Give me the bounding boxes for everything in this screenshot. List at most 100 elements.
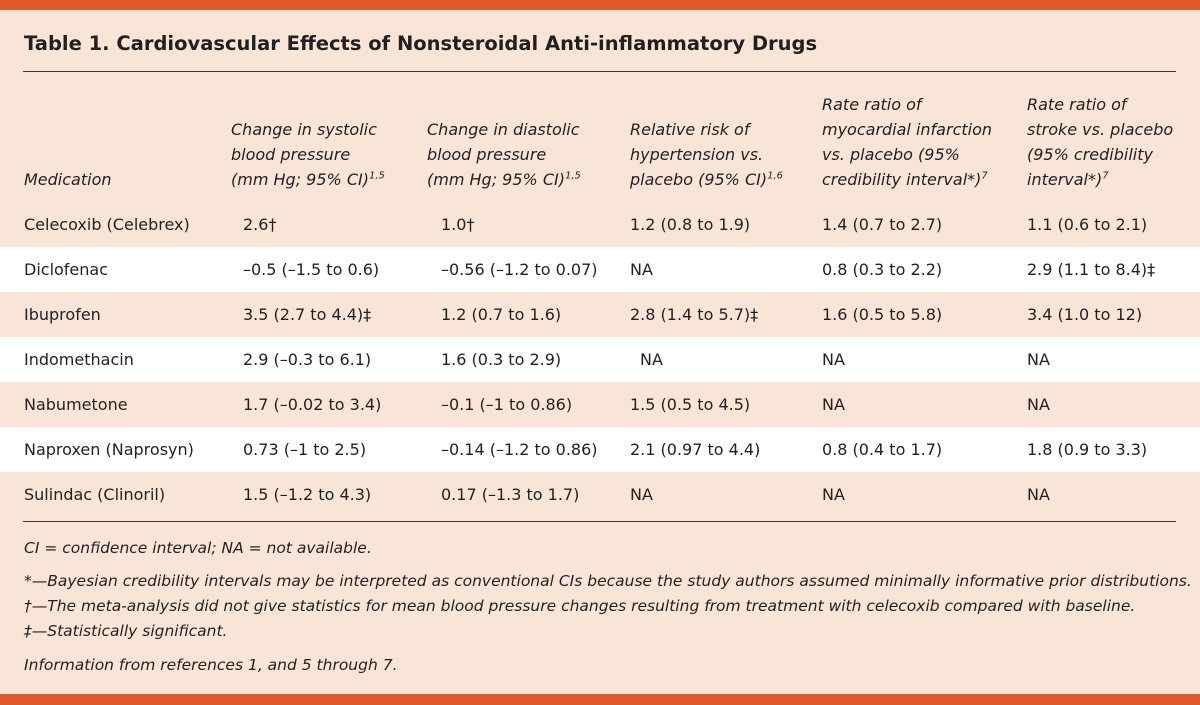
medication-name-cell: Nabumetone <box>24 395 128 414</box>
header-line: placebo (95% CI)1,6 <box>630 167 783 192</box>
table-row: Ibuprofen 3.5 (2.7 to 4.4)‡ 1.2 (0.7 to 1.… <box>0 292 1200 337</box>
header-line: (mm Hg; 95% CI)1,5 <box>427 167 581 192</box>
table-cell: NA <box>630 485 653 504</box>
table-cell: 1.8 (0.9 to 3.3) <box>1027 440 1148 459</box>
table-cell: 1.4 (0.7 to 2.7) <box>822 215 943 234</box>
header-reference-superscript: 1,5 <box>564 170 581 182</box>
table-cell: 0.8 (0.4 to 1.7) <box>822 440 943 459</box>
header-mi-rate-ratio: Rate ratio of myocardial infarction vs. pl… <box>822 92 992 192</box>
table-cell: 1.0† <box>441 215 475 234</box>
footnote-source: Information from references 1, and 5 thr… <box>24 656 398 674</box>
bottom-accent-bar <box>0 694 1200 705</box>
header-line: hypertension vs. <box>630 142 783 167</box>
table-cell: 1.5 (–1.2 to 4.3) <box>243 485 372 504</box>
header-line-text: myocardial infarction <box>822 120 993 139</box>
table-cell: NA <box>1027 485 1050 504</box>
table-cell: NA <box>822 350 845 369</box>
header-line: myocardial infarction <box>822 117 992 142</box>
medication-name-cell: Indomethacin <box>24 350 134 369</box>
header-line: Change in diastolic <box>427 117 581 142</box>
table-cell: 0.73 (–1 to 2.5) <box>243 440 367 459</box>
medication-name-cell: Ibuprofen <box>24 305 101 324</box>
table-title: Table 1. Cardiovascular Effects of Nonst… <box>24 32 818 55</box>
header-line-text: interval*) <box>1027 170 1103 189</box>
header-line: blood pressure <box>427 142 581 167</box>
table-cell: –0.56 (–1.2 to 0.07) <box>441 260 598 279</box>
header-line: Relative risk of <box>630 117 783 142</box>
table-cell: 1.2 (0.8 to 1.9) <box>630 215 751 234</box>
header-line: Change in systolic <box>231 117 385 142</box>
header-line: Rate ratio of <box>822 92 992 117</box>
table-row: Celecoxib (Celebrex) 2.6† 1.0† 1.2 (0.8 to … <box>0 202 1200 247</box>
table-cell: 1.5 (0.5 to 4.5) <box>630 395 751 414</box>
table-cell: 1.6 (0.5 to 5.8) <box>822 305 943 324</box>
table-cell: –0.14 (–1.2 to 0.86) <box>441 440 598 459</box>
header-diastolic: Change in diastolic blood pressure (mm Hg;… <box>427 117 581 192</box>
table-cell: 2.8 (1.4 to 5.7)‡ <box>630 305 759 324</box>
header-line: stroke vs. placebo <box>1027 117 1173 142</box>
header-line-text: placebo (95% CI) <box>630 170 768 189</box>
header-line: Medication <box>24 167 112 192</box>
header-line: interval*)7 <box>1027 167 1173 192</box>
table-cell: 3.4 (1.0 to 12) <box>1027 305 1143 324</box>
header-line: (mm Hg; 95% CI)1,5 <box>231 167 385 192</box>
header-hypertension-risk: Relative risk of hypertension vs. placebo … <box>630 117 783 192</box>
header-line-text: hypertension vs. <box>630 145 764 164</box>
table-bottom-rule <box>23 521 1176 522</box>
header-line-text: vs. placebo (95% <box>822 145 960 164</box>
medication-name-cell: Sulindac (Clinoril) <box>24 485 166 504</box>
header-line-text: Rate ratio of <box>822 95 922 114</box>
header-line-text: (mm Hg; 95% CI) <box>231 170 369 189</box>
medication-name-cell: Celecoxib (Celebrex) <box>24 215 190 234</box>
header-line: (95% credibility <box>1027 142 1173 167</box>
top-accent-bar <box>0 0 1200 10</box>
header-line-text: blood pressure <box>427 145 547 164</box>
header-line-text: blood pressure <box>231 145 351 164</box>
table-row: Nabumetone 1.7 (–0.02 to 3.4) –0.1 (–1 to … <box>0 382 1200 427</box>
table-cell: 2.9 (–0.3 to 6.1) <box>243 350 372 369</box>
table-cell: 2.1 (0.97 to 4.4) <box>630 440 761 459</box>
header-line-text: Rate ratio of <box>1027 95 1127 114</box>
table-row: Naproxen (Naprosyn) 0.73 (–1 to 2.5) –0.14… <box>0 427 1200 472</box>
table-cell: NA <box>630 260 653 279</box>
header-line-text: (95% credibility <box>1027 145 1153 164</box>
header-line-text: stroke vs. placebo <box>1027 120 1174 139</box>
table-cell: NA <box>822 485 845 504</box>
footnote-abbreviations: CI = confidence interval; NA = not avail… <box>24 539 372 557</box>
header-reference-superscript: 7 <box>981 170 988 182</box>
table-cell: 1.6 (0.3 to 2.9) <box>441 350 562 369</box>
footnote-dagger: †—The meta-analysis did not give statist… <box>24 597 1136 615</box>
header-line: vs. placebo (95% <box>822 142 992 167</box>
header-medication: Medication <box>24 167 112 192</box>
header-line-text: Change in systolic <box>231 120 377 139</box>
header-line-text: Change in diastolic <box>427 120 580 139</box>
header-stroke-rate-ratio: Rate ratio of stroke vs. placebo (95% cred… <box>1027 92 1173 192</box>
table-cell: NA <box>822 395 845 414</box>
table-cell: –0.5 (–1.5 to 0.6) <box>243 260 380 279</box>
medication-name-cell: Diclofenac <box>24 260 109 279</box>
table-cell: NA <box>1027 395 1050 414</box>
title-rule <box>23 71 1176 72</box>
header-line-text: Relative risk of <box>630 120 750 139</box>
header-reference-superscript: 1,5 <box>368 170 385 182</box>
footnote-double-dagger: ‡—Statistically significant. <box>24 622 228 640</box>
footnote-star: *—Bayesian credibility intervals may be … <box>24 572 1192 590</box>
header-line-text: credibility interval*) <box>822 170 982 189</box>
header-line-text: (mm Hg; 95% CI) <box>427 170 565 189</box>
table-row: Indomethacin 2.9 (–0.3 to 6.1) 1.6 (0.3 to… <box>0 337 1200 382</box>
table-cell: 3.5 (2.7 to 4.4)‡ <box>243 305 372 324</box>
medication-name-cell: Naproxen (Naprosyn) <box>24 440 194 459</box>
header-line: blood pressure <box>231 142 385 167</box>
table-cell: 1.2 (0.7 to 1.6) <box>441 305 562 324</box>
header-reference-superscript: 1,6 <box>767 170 784 182</box>
table-cell: 2.6† <box>243 215 277 234</box>
table-cell: 1.7 (–0.02 to 3.4) <box>243 395 382 414</box>
table-cell: 0.17 (–1.3 to 1.7) <box>441 485 580 504</box>
header-line: Rate ratio of <box>1027 92 1173 117</box>
header-line-text: Medication <box>24 170 112 189</box>
table-cell: NA <box>640 350 663 369</box>
table-cell: 0.8 (0.3 to 2.2) <box>822 260 943 279</box>
header-line: credibility interval*)7 <box>822 167 992 192</box>
table-row: Sulindac (Clinoril) 1.5 (–1.2 to 4.3) 0.17… <box>0 472 1200 517</box>
table-cell: –0.1 (–1 to 0.86) <box>441 395 573 414</box>
